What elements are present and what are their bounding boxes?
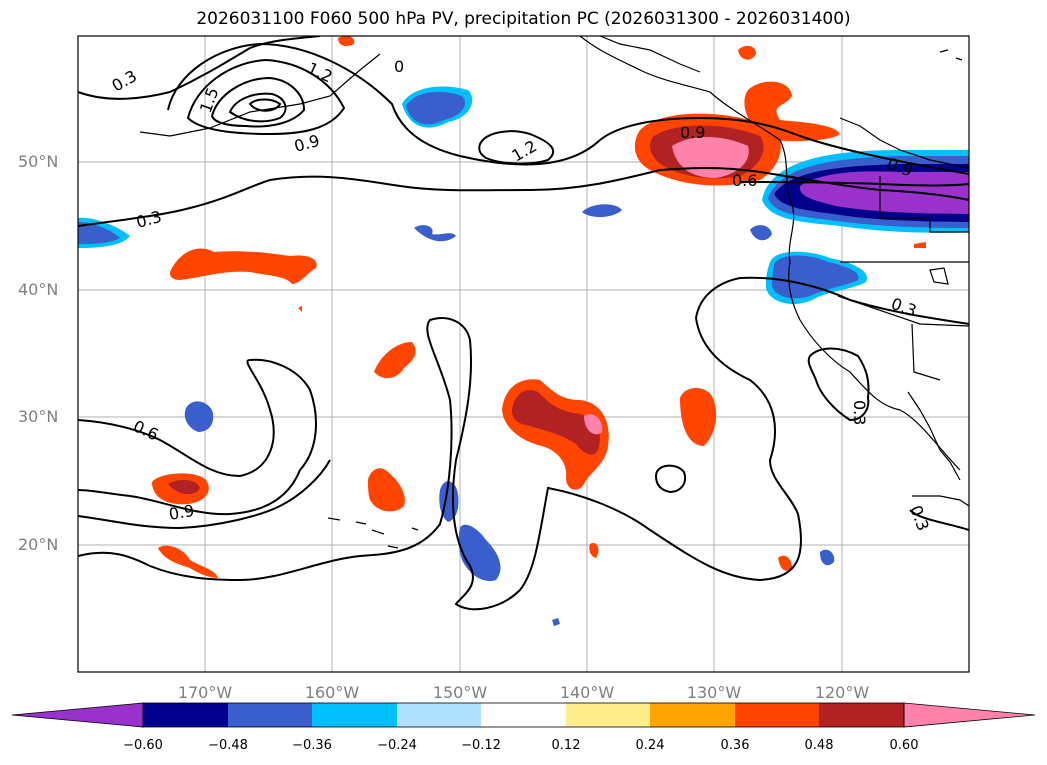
colorbar-segment	[819, 703, 904, 727]
precip-negative-area	[78, 222, 120, 244]
colorbar-tick-label: −0.60	[123, 738, 163, 753]
precip-negative-area	[184, 401, 214, 432]
precip-negative-area	[406, 91, 466, 125]
colorbar	[11, 702, 1036, 728]
precip-negative-area	[552, 618, 560, 626]
precip-positive-area	[512, 390, 600, 455]
colorbar-segment	[397, 703, 481, 727]
colorbar-tick-label: 0.48	[804, 738, 834, 753]
precip-positive-area	[584, 414, 603, 435]
precip-negative-area	[458, 524, 501, 582]
precip-negative-area	[582, 204, 622, 218]
lon-label: 130°W	[686, 683, 742, 702]
precip-positive-area	[680, 387, 717, 446]
precip-negative-area	[771, 255, 859, 299]
lon-label: 170°W	[177, 683, 233, 702]
pv-contours	[78, 36, 969, 611]
colorbar-segment	[11, 702, 144, 728]
precip-negative-area	[414, 225, 456, 242]
precip-positive-area	[368, 468, 405, 512]
precip-positive-area	[168, 479, 200, 495]
contour-label: 0.9	[167, 501, 195, 524]
colorbar-segment	[228, 703, 312, 727]
lat-label: 50°N	[18, 152, 59, 171]
lon-label: 140°W	[559, 683, 615, 702]
precip-positive-area	[170, 248, 317, 284]
colorbar-outline	[142, 702, 905, 728]
lon-label: 160°W	[304, 683, 360, 702]
map-title: 2026031100 F060 500 hPa PV, precipitatio…	[196, 9, 851, 29]
lon-label: 120°W	[814, 683, 870, 702]
colorbar-tick-label: −0.48	[208, 738, 248, 753]
colorbar-segment	[650, 703, 735, 727]
colorbar-tick-label: 0.12	[551, 738, 581, 753]
contour-label: 0.3	[850, 400, 869, 425]
lat-label: 30°N	[18, 407, 59, 426]
precip-positive-area	[778, 555, 792, 571]
colorbar-segment	[566, 703, 650, 727]
precip-negative-area	[750, 225, 772, 241]
colorbar-segment	[735, 703, 819, 727]
contour-label: 0	[394, 57, 404, 76]
lat-label: 40°N	[18, 280, 59, 299]
colorbar-segment	[481, 703, 566, 727]
precip-positive-area	[338, 36, 355, 46]
colorbar-tick-label: 0.24	[635, 738, 665, 753]
precip-positive-area	[298, 306, 302, 312]
colorbar-tick-label: 0.36	[720, 738, 750, 753]
precip-positive-area	[374, 342, 416, 379]
colorbar-tick-label: 0.60	[889, 738, 919, 753]
contour-label: 0.9	[680, 123, 705, 142]
map-frame	[77, 35, 970, 673]
colorbar-segment	[903, 702, 1036, 728]
lat-label: 20°N	[18, 535, 59, 554]
precip-positive-area	[589, 542, 599, 558]
precip-negative-area	[820, 549, 835, 566]
colorbar-tick-label: −0.24	[377, 738, 417, 753]
colorbar-segment	[312, 703, 397, 727]
precip-positive-area	[738, 45, 756, 60]
precip-positive-area	[158, 545, 218, 578]
precip-positive-area	[914, 242, 926, 248]
colorbar-segment	[143, 703, 228, 727]
contour-label: 0.6	[732, 171, 757, 190]
colorbar-tick-label: −0.36	[292, 738, 332, 753]
lon-label: 150°W	[432, 683, 488, 702]
colorbar-tick-label: −0.12	[461, 738, 501, 753]
